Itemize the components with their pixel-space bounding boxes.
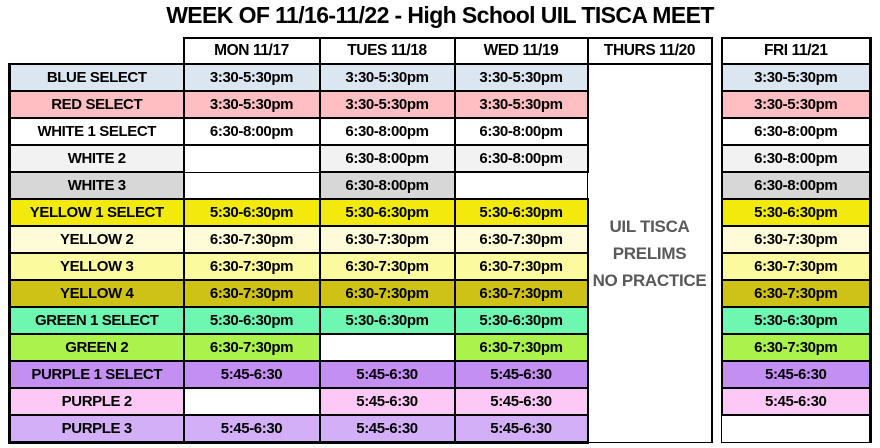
row-green-2: GREEN 2 6:30-7:30pm 6:30-7:30pm 6:30-7:3… (8, 333, 872, 362)
cell-fri: 5:30-6:30pm (720, 198, 872, 227)
cell-mon: 6:30-8:00pm (182, 117, 321, 146)
cell-tues: 5:30-6:30pm (318, 306, 456, 335)
cell-fri: 6:30-8:00pm (720, 117, 872, 146)
row-label: YELLOW 2 (8, 225, 185, 254)
col-header-tues: TUES 11/18 (318, 37, 456, 65)
cell-fri: 6:30-7:30pm (720, 333, 872, 362)
row-yellow-4: YELLOW 4 6:30-7:30pm 6:30-7:30pm 6:30-7:… (8, 279, 872, 308)
schedule-table: MON 11/17 TUES 11/18 WED 11/19 THURS 11/… (8, 37, 872, 444)
notice-line: UIL TISCA (609, 216, 690, 236)
cell-fri (721, 414, 872, 443)
column-gap (711, 38, 722, 442)
cell-wed: 6:30-7:30pm (453, 225, 589, 254)
thursday-notice: UIL TISCA PRELIMS NO PRACTICE (589, 213, 710, 294)
cell-wed: 6:30-8:00pm (453, 117, 589, 146)
cell-mon: 6:30-7:30pm (182, 252, 321, 281)
row-yellow-2: YELLOW 2 6:30-7:30pm 6:30-7:30pm 6:30-7:… (8, 225, 872, 254)
row-purple-1-select: PURPLE 1 SELECT 5:45-6:30 5:45-6:30 5:45… (8, 360, 872, 389)
cell-mon (183, 144, 320, 173)
cell-tues: 6:30-7:30pm (318, 225, 456, 254)
cell-mon: 5:45-6:30 (182, 414, 321, 444)
col-header-mon: MON 11/17 (182, 37, 321, 65)
cell-wed: 5:45-6:30 (453, 360, 589, 389)
row-label: WHITE 3 (8, 171, 185, 200)
cell-tues: 5:30-6:30pm (318, 198, 456, 227)
row-white-3: WHITE 3 6:30-8:00pm 6:30-8:00pm (8, 171, 872, 200)
cell-fri: 5:30-6:30pm (720, 306, 872, 335)
row-yellow-3: YELLOW 3 6:30-7:30pm 6:30-7:30pm 6:30-7:… (8, 252, 872, 281)
row-label: YELLOW 3 (8, 252, 185, 281)
page-title: WEEK OF 11/16-11/22 - High School UIL TI… (166, 2, 714, 28)
cell-fri: 3:30-5:30pm (720, 63, 872, 92)
cell-wed: 3:30-5:30pm (453, 90, 589, 119)
cell-fri: 6:30-7:30pm (720, 225, 872, 254)
cell-tues: 6:30-7:30pm (318, 279, 456, 308)
cell-mon (183, 171, 320, 200)
cell-wed: 6:30-7:30pm (453, 333, 589, 362)
col-header-fri: FRI 11/21 (720, 37, 872, 65)
cell-wed: 5:30-6:30pm (453, 198, 589, 227)
row-label: YELLOW 4 (8, 279, 185, 308)
row-label: RED SELECT (8, 90, 185, 119)
cell-mon: 3:30-5:30pm (182, 63, 321, 92)
cell-wed: 5:45-6:30 (453, 414, 589, 444)
cell-mon: 5:45-6:30 (182, 360, 321, 389)
row-label: PURPLE 3 (8, 414, 185, 444)
notice-line: PRELIMS (612, 243, 687, 263)
cell-mon (183, 387, 320, 416)
cell-tues: 5:45-6:30 (318, 414, 456, 444)
cell-fri: 5:45-6:30 (720, 387, 872, 416)
row-label: PURPLE 1 SELECT (8, 360, 185, 389)
cell-tues: 3:30-5:30pm (318, 63, 456, 92)
cell-mon: 5:30-6:30pm (182, 198, 321, 227)
row-label: YELLOW 1 SELECT (8, 198, 185, 227)
cell-fri: 6:30-7:30pm (720, 252, 872, 281)
cell-fri: 6:30-8:00pm (720, 171, 872, 200)
row-label: WHITE 1 SELECT (8, 117, 185, 146)
header-row: MON 11/17 TUES 11/18 WED 11/19 THURS 11/… (9, 37, 872, 442)
row-label: GREEN 1 SELECT (8, 306, 185, 335)
corner-cell (9, 38, 184, 64)
row-blue-select: BLUE SELECT 3:30-5:30pm 3:30-5:30pm 3:30… (8, 63, 872, 443)
cell-tues (319, 333, 455, 362)
row-green-1-select: GREEN 1 SELECT 5:30-6:30pm 5:30-6:30pm 5… (8, 306, 872, 335)
cell-wed: 3:30-5:30pm (453, 63, 589, 92)
cell-wed: 6:30-8:00pm (453, 144, 589, 173)
cell-tues: 3:30-5:30pm (318, 90, 456, 119)
col-header-thurs: THURS 11/20 (586, 37, 713, 65)
row-white-1-select: WHITE 1 SELECT 6:30-8:00pm 6:30-8:00pm 6… (8, 117, 872, 146)
row-label: WHITE 2 (8, 144, 185, 173)
cell-wed: 6:30-7:30pm (453, 252, 589, 281)
cell-tues: 5:45-6:30 (318, 387, 456, 416)
cell-mon: 3:30-5:30pm (182, 90, 321, 119)
cell-fri: 3:30-5:30pm (720, 90, 872, 119)
row-label: BLUE SELECT (8, 63, 185, 92)
notice-line: NO PRACTICE (592, 270, 707, 290)
cell-tues: 6:30-7:30pm (318, 252, 456, 281)
cell-fri: 5:45-6:30 (720, 360, 872, 389)
cell-mon: 6:30-7:30pm (182, 225, 321, 254)
cell-fri: 6:30-8:00pm (720, 144, 872, 173)
col-header-wed: WED 11/19 (453, 37, 589, 65)
cell-tues: 6:30-8:00pm (318, 117, 456, 146)
cell-tues: 6:30-8:00pm (318, 171, 456, 200)
cell-mon: 5:30-6:30pm (182, 306, 321, 335)
row-label: GREEN 2 (8, 333, 185, 362)
cell-tues: 6:30-8:00pm (318, 144, 456, 173)
row-red-select: RED SELECT 3:30-5:30pm 3:30-5:30pm 3:30-… (8, 90, 872, 119)
cell-wed: 6:30-7:30pm (453, 279, 589, 308)
cell-wed: 5:45-6:30 (453, 387, 589, 416)
thursday-notice-cell: UIL TISCA PRELIMS NO PRACTICE (587, 63, 713, 443)
cell-wed: 5:30-6:30pm (453, 306, 589, 335)
row-yellow-1-select: YELLOW 1 SELECT 5:30-6:30pm 5:30-6:30pm … (8, 198, 872, 227)
cell-fri: 6:30-7:30pm (720, 279, 872, 308)
cell-wed (454, 171, 588, 200)
row-purple-2: PURPLE 2 5:45-6:30 5:45-6:30 5:45-6:30 (8, 387, 872, 416)
row-label: PURPLE 2 (8, 387, 185, 416)
row-purple-3: PURPLE 3 5:45-6:30 5:45-6:30 5:45-6:30 (8, 414, 872, 444)
cell-tues: 5:45-6:30 (318, 360, 456, 389)
row-white-2: WHITE 2 6:30-8:00pm 6:30-8:00pm 6:30-8:0… (8, 144, 872, 173)
cell-mon: 6:30-7:30pm (182, 333, 321, 362)
cell-mon: 6:30-7:30pm (182, 279, 321, 308)
